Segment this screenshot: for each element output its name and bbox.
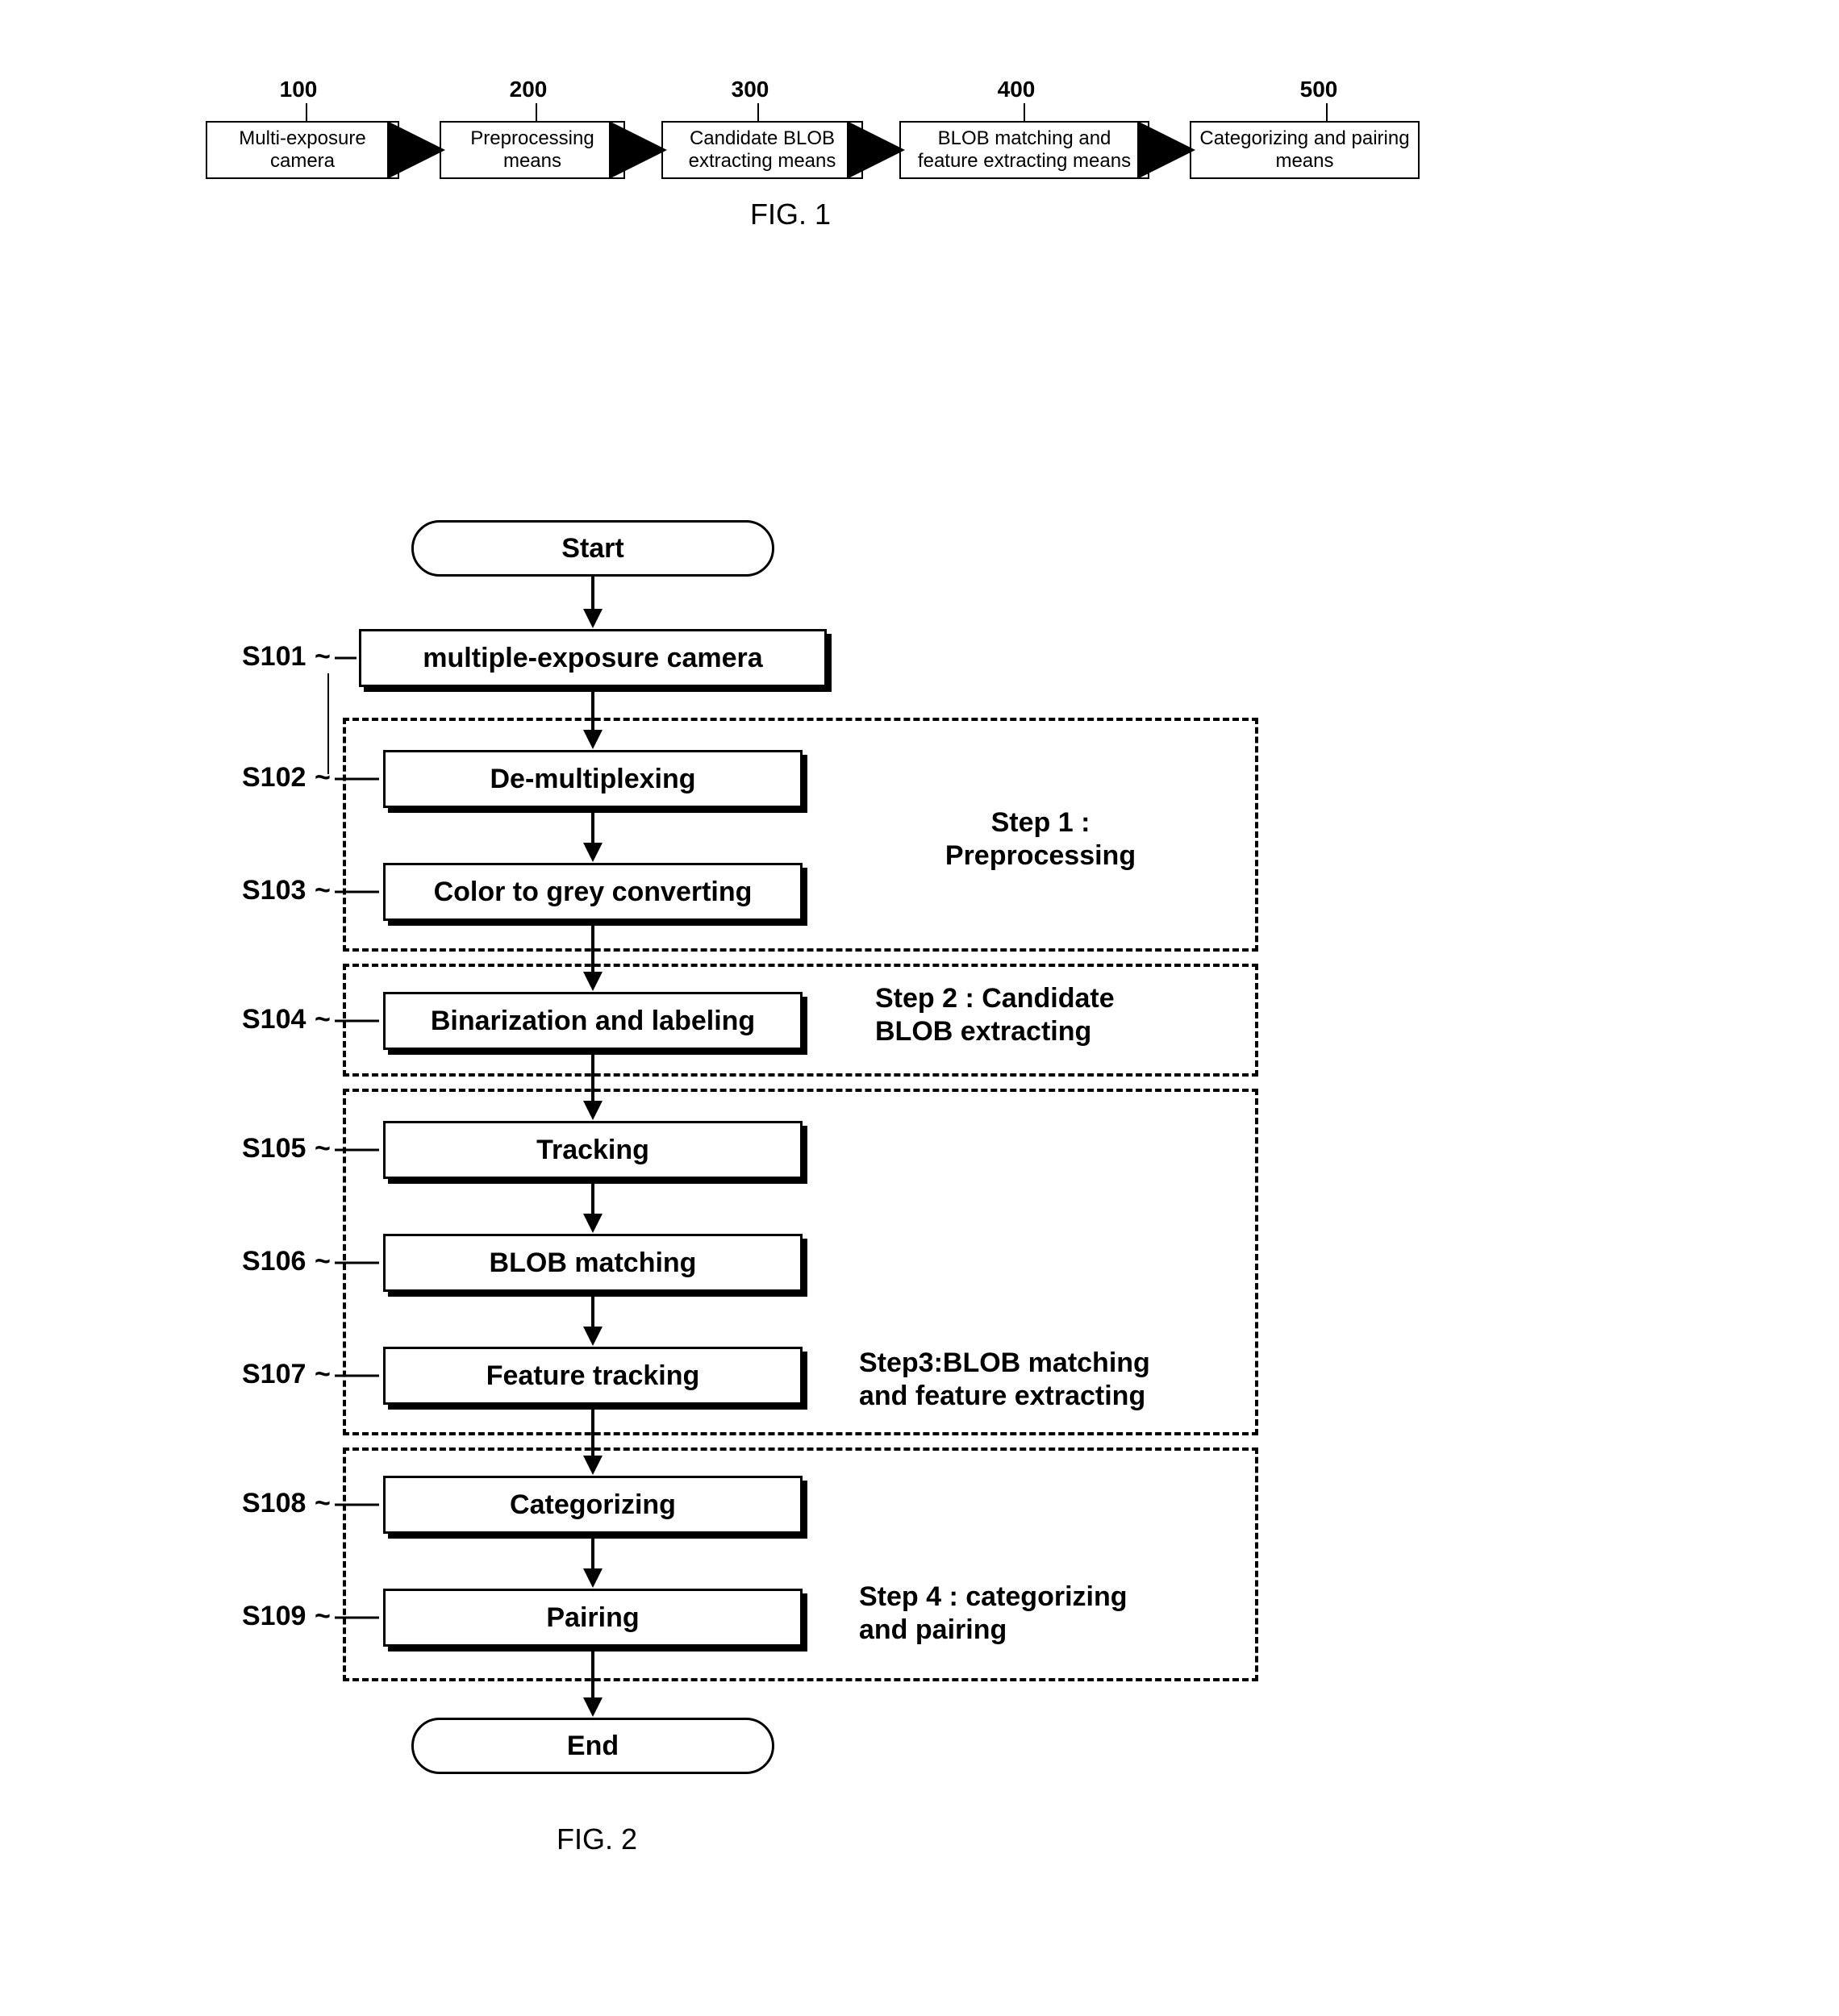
- fig2-group1-label: Step 1 : Preprocessing: [871, 806, 1210, 873]
- fig2-id-s102: S102: [242, 762, 306, 793]
- fig2-end: End: [411, 1718, 774, 1774]
- fig2-group2-label: Step 2 : Candidate BLOB extracting: [875, 982, 1246, 1048]
- fig2-box-s108: Categorizing: [383, 1476, 803, 1534]
- fig2-box-s107: Feature tracking: [383, 1347, 803, 1405]
- tilde-s104: ~: [315, 1004, 331, 1035]
- fig2-box-s102: De-multiplexing: [383, 750, 803, 808]
- fig2-caption: FIG. 2: [516, 1822, 678, 1856]
- fig1-arrows: [0, 0, 1839, 323]
- tilde-s107: ~: [315, 1359, 331, 1390]
- fig2-id-s107: S107: [242, 1359, 306, 1390]
- fig2-box-s103: Color to grey converting: [383, 863, 803, 921]
- fig2-id-s109: S109: [242, 1601, 306, 1632]
- fig2-id-s106: S106: [242, 1246, 306, 1277]
- tilde-s102: ~: [315, 762, 331, 793]
- fig2-box-s104: Binarization and labeling: [383, 992, 803, 1050]
- fig2-id-s104: S104: [242, 1004, 306, 1035]
- tilde-s106: ~: [315, 1246, 331, 1277]
- fig2-id-s108: S108: [242, 1488, 306, 1519]
- fig2-start: Start: [411, 520, 774, 577]
- tilde-s103: ~: [315, 875, 331, 906]
- fig2-id-s105: S105: [242, 1133, 306, 1164]
- tilde-s109: ~: [315, 1601, 331, 1632]
- fig2-box-s109: Pairing: [383, 1589, 803, 1647]
- fig2-id-s103: S103: [242, 875, 306, 906]
- tilde-s105: ~: [315, 1133, 331, 1164]
- fig1-caption: FIG. 1: [710, 198, 871, 231]
- fig2-group4-label: Step 4 : categorizing and pairing: [859, 1581, 1254, 1647]
- tilde-s108: ~: [315, 1488, 331, 1519]
- tilde-s101: ~: [315, 641, 331, 673]
- fig2-box-s105: Tracking: [383, 1121, 803, 1179]
- fig2-group3-label: Step3:BLOB matching and feature extracti…: [859, 1347, 1254, 1413]
- fig2-id-s101: S101: [242, 641, 306, 673]
- fig2-box-s106: BLOB matching: [383, 1234, 803, 1292]
- fig2-box-s101: multiple-exposure camera: [359, 629, 827, 687]
